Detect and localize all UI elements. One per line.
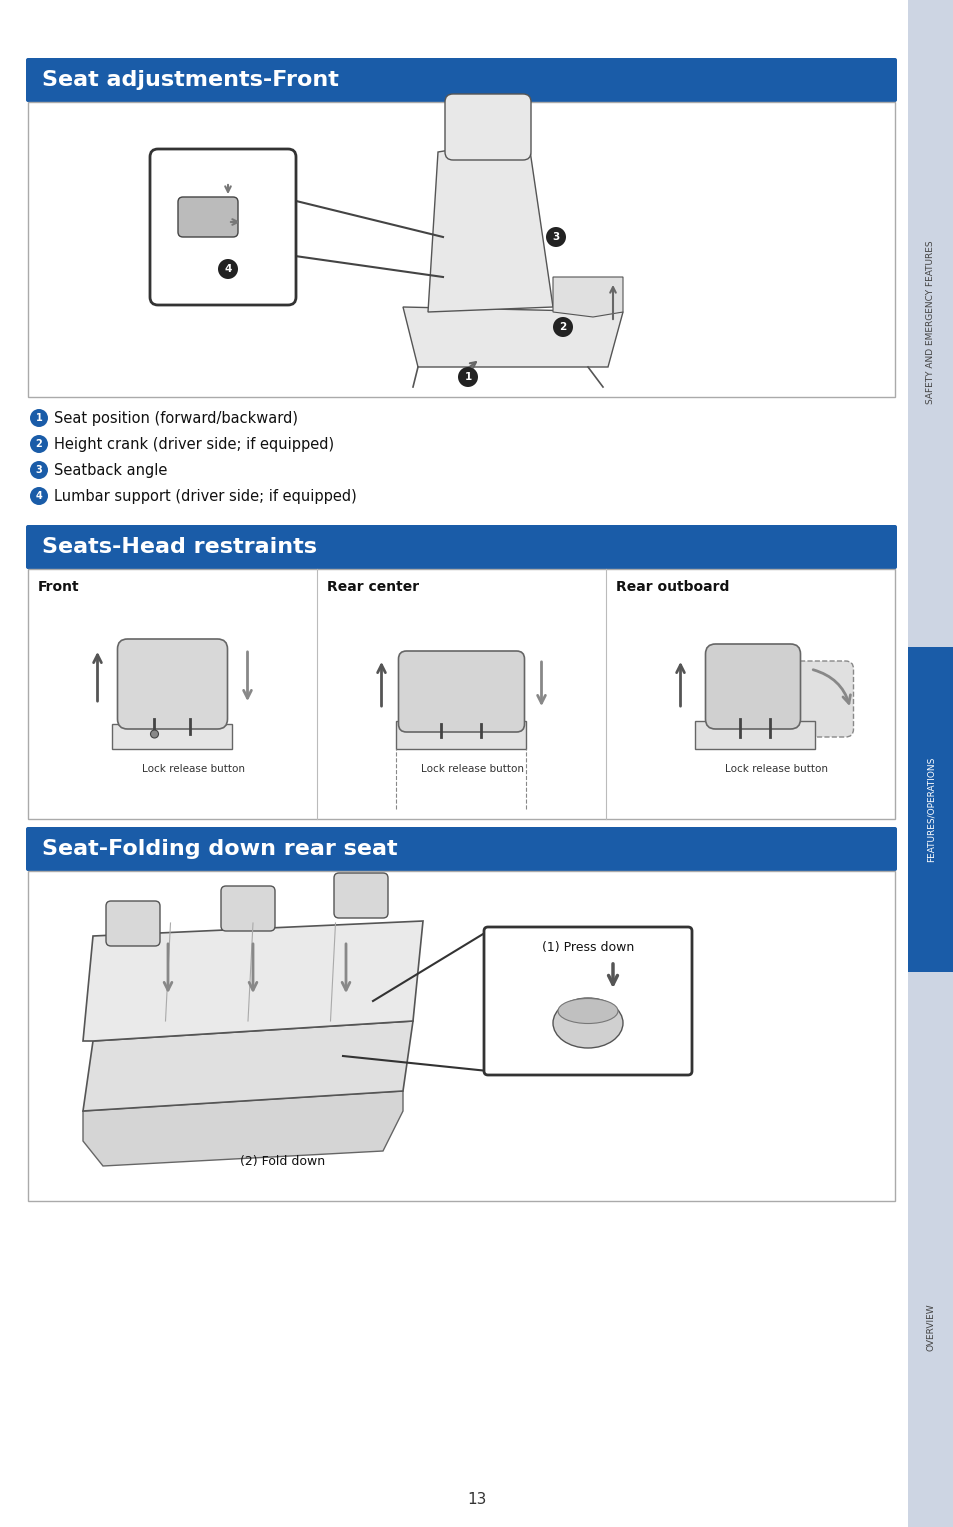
Polygon shape [553, 276, 622, 318]
Circle shape [30, 487, 48, 505]
Text: Seat adjustments-Front: Seat adjustments-Front [42, 70, 338, 90]
Text: Seat-Folding down rear seat: Seat-Folding down rear seat [42, 838, 397, 860]
Polygon shape [402, 307, 622, 366]
Text: 1: 1 [35, 412, 42, 423]
Circle shape [553, 318, 573, 337]
Bar [907, 647, 953, 973]
Ellipse shape [553, 999, 622, 1048]
Bar [396, 721, 526, 750]
Polygon shape [428, 137, 553, 312]
Text: FEATURES/OPERATIONS: FEATURES/OPERATIONS [925, 757, 935, 863]
Text: Lock release button: Lock release button [421, 764, 524, 774]
Text: (2) Fold down: (2) Fold down [240, 1154, 325, 1168]
Text: 13: 13 [467, 1492, 486, 1507]
Text: SAFETY AND EMERGENCY FEATURES: SAFETY AND EMERGENCY FEATURES [925, 240, 935, 403]
FancyBboxPatch shape [117, 638, 227, 728]
Text: 4: 4 [224, 264, 232, 273]
Text: Front: Front [38, 580, 79, 594]
FancyBboxPatch shape [705, 644, 800, 728]
Bar [907, 0, 953, 1527]
FancyBboxPatch shape [398, 651, 524, 731]
Text: 3: 3 [552, 232, 559, 241]
Circle shape [30, 435, 48, 454]
Text: Rear center: Rear center [327, 580, 418, 594]
FancyBboxPatch shape [26, 58, 896, 102]
Bar [28, 570, 894, 818]
Text: 3: 3 [35, 466, 42, 475]
Ellipse shape [558, 999, 618, 1023]
FancyBboxPatch shape [757, 661, 853, 738]
FancyBboxPatch shape [483, 927, 691, 1075]
Polygon shape [83, 1090, 402, 1167]
Bar [695, 721, 815, 750]
FancyBboxPatch shape [221, 886, 274, 931]
Text: Height crank (driver side; if equipped): Height crank (driver side; if equipped) [54, 437, 334, 452]
FancyBboxPatch shape [178, 197, 237, 237]
Circle shape [30, 461, 48, 479]
Text: OVERVIEW: OVERVIEW [925, 1303, 935, 1351]
Text: Lumbar support (driver side; if equipped): Lumbar support (driver side; if equipped… [54, 489, 356, 504]
FancyBboxPatch shape [26, 525, 896, 570]
Text: 4: 4 [35, 492, 42, 501]
Circle shape [218, 260, 237, 279]
Bar [112, 724, 233, 750]
Text: Rear outboard: Rear outboard [616, 580, 729, 594]
Text: 1: 1 [464, 373, 471, 382]
Text: Seatback angle: Seatback angle [54, 463, 167, 478]
Polygon shape [83, 1022, 413, 1112]
Text: 2: 2 [35, 438, 42, 449]
Circle shape [545, 228, 565, 247]
Bar [28, 870, 894, 1202]
Bar [28, 102, 894, 397]
FancyBboxPatch shape [444, 95, 531, 160]
Text: (1) Press down: (1) Press down [541, 941, 634, 953]
Polygon shape [83, 921, 422, 1041]
FancyBboxPatch shape [106, 901, 160, 947]
Circle shape [457, 366, 477, 386]
Text: Lock release button: Lock release button [724, 764, 827, 774]
FancyBboxPatch shape [150, 150, 295, 305]
Text: Lock release button: Lock release button [142, 764, 245, 774]
Circle shape [30, 409, 48, 428]
Text: Seats-Head restraints: Seats-Head restraints [42, 538, 316, 557]
Text: Seat position (forward/backward): Seat position (forward/backward) [54, 411, 297, 426]
Circle shape [151, 730, 158, 738]
FancyBboxPatch shape [334, 873, 388, 918]
FancyBboxPatch shape [26, 828, 896, 870]
Text: 2: 2 [558, 322, 566, 331]
